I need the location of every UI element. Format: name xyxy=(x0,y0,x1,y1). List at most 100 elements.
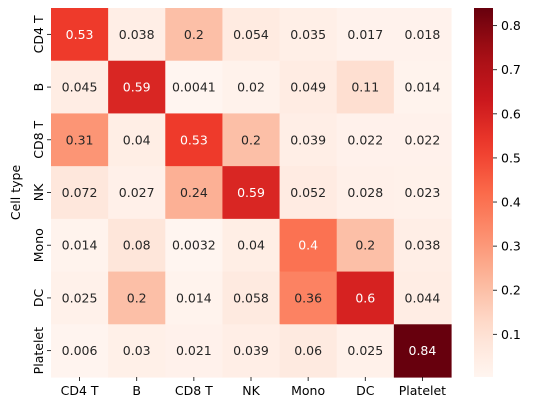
cell-value-label: 0.018 xyxy=(405,27,441,42)
heatmap-cell xyxy=(279,271,338,325)
y-tick-label: CD4 T xyxy=(31,15,46,53)
heatmap-cell xyxy=(393,218,452,273)
heatmap-cell xyxy=(393,166,452,220)
x-tick-label: CD4 T xyxy=(61,383,99,398)
heatmap-cell xyxy=(336,324,395,378)
heatmap-cell xyxy=(108,218,166,273)
heatmap-cell xyxy=(165,60,224,115)
heatmap-cell xyxy=(279,218,338,273)
heatmap-cell xyxy=(222,166,281,220)
cell-value-label: 0.03 xyxy=(123,343,151,358)
colorbar: 0.1 0.2 0.3 0.4 0.5 0.6 0.7 0.8 xyxy=(474,8,521,377)
heatmap-cell xyxy=(336,271,395,325)
cell-value-label: 0.53 xyxy=(180,132,208,147)
colorbar-tick-label: 0.5 xyxy=(501,150,521,165)
heatmap-cell xyxy=(336,8,395,62)
heatmap-cell xyxy=(222,218,281,273)
colorbar-tick-label: 0.8 xyxy=(501,18,521,33)
cell-value-label: 0.014 xyxy=(176,290,212,305)
heatmap-value-labels: 0.53 0.038 0.2 0.054 0.035 0.017 0.018 0.045 0.5… xyxy=(62,27,441,358)
heatmap-cell xyxy=(51,271,109,325)
heatmap-cell xyxy=(393,113,452,167)
x-tick-label: DC xyxy=(356,383,375,398)
heatmap-cell xyxy=(222,60,281,115)
heatmap-cell xyxy=(165,113,224,167)
cell-value-label: 0.014 xyxy=(62,238,98,253)
cell-value-label: 0.06 xyxy=(294,343,322,358)
cell-value-label: 0.072 xyxy=(62,185,98,200)
heatmap-cell xyxy=(108,271,166,325)
cell-value-label: 0.049 xyxy=(290,80,326,95)
cell-value-label: 0.044 xyxy=(405,290,441,305)
cell-value-label: 0.014 xyxy=(405,80,441,95)
cell-value-label: 0.59 xyxy=(237,185,265,200)
heatmap-cell xyxy=(222,8,281,62)
y-tick-label: Platelet xyxy=(31,327,46,374)
heatmap-cell xyxy=(336,113,395,167)
heatmap-cell xyxy=(165,271,224,325)
cell-value-label: 0.36 xyxy=(294,290,322,305)
y-axis-label: Cell type xyxy=(8,165,23,221)
cell-value-label: 0.4 xyxy=(298,238,318,253)
heatmap-cell xyxy=(51,166,109,220)
x-tick-label: B xyxy=(132,383,141,398)
heatmap-cell xyxy=(336,166,395,220)
cell-value-label: 0.017 xyxy=(347,27,383,42)
cell-value-label: 0.04 xyxy=(123,132,151,147)
colorbar-tick-label: 0.2 xyxy=(501,283,521,298)
heatmap-cell xyxy=(336,218,395,273)
cell-value-label: 0.24 xyxy=(180,185,208,200)
cell-value-label: 0.028 xyxy=(347,185,383,200)
heatmap-cell xyxy=(165,218,224,273)
heatmap-cell xyxy=(393,324,452,378)
heatmap-cell xyxy=(51,218,109,273)
cell-value-label: 0.0041 xyxy=(172,80,216,95)
cell-value-label: 0.022 xyxy=(405,132,441,147)
cell-value-label: 0.31 xyxy=(66,132,94,147)
cell-value-label: 0.006 xyxy=(62,343,98,358)
cell-value-label: 0.038 xyxy=(119,27,155,42)
cell-value-label: 0.021 xyxy=(176,343,212,358)
heatmap-cell xyxy=(165,324,224,378)
cell-value-label: 0.2 xyxy=(355,238,375,253)
cell-value-label: 0.025 xyxy=(62,290,98,305)
cell-value-label: 0.054 xyxy=(233,27,269,42)
heatmap-cell xyxy=(279,166,338,220)
cell-value-label: 0.025 xyxy=(347,343,383,358)
cell-value-label: 0.11 xyxy=(351,80,379,95)
cell-value-label: 0.052 xyxy=(290,185,326,200)
cell-value-label: 0.53 xyxy=(66,27,94,42)
colorbar-tick-label: 0.7 xyxy=(501,62,521,77)
heatmap-cell xyxy=(393,60,452,115)
cell-value-label: 0.08 xyxy=(123,238,151,253)
heatmap-cell xyxy=(279,8,338,62)
heatmap-cell xyxy=(108,113,166,167)
heatmap-cell xyxy=(108,60,166,115)
cell-value-label: 0.59 xyxy=(123,80,151,95)
y-tick-label: Mono xyxy=(31,228,46,262)
heatmap-cell xyxy=(393,8,452,62)
heatmap-cell xyxy=(51,324,109,378)
cell-value-label: 0.058 xyxy=(233,290,269,305)
heatmap-cell xyxy=(279,60,338,115)
cell-value-label: 0.035 xyxy=(290,27,326,42)
y-axis-ticks: CD4 T B CD8 T NK Mono DC Platelet xyxy=(31,15,51,374)
cell-value-label: 0.022 xyxy=(347,132,383,147)
x-tick-label: Mono xyxy=(291,383,325,398)
cell-value-label: 0.0032 xyxy=(172,238,216,253)
cell-value-label: 0.039 xyxy=(290,132,326,147)
colorbar-tick-label: 0.1 xyxy=(501,327,521,342)
heatmap-cell xyxy=(222,271,281,325)
heatmap-cell xyxy=(279,113,338,167)
cell-value-label: 0.039 xyxy=(233,343,269,358)
heatmap-cell xyxy=(222,324,281,378)
cell-value-label: 0.2 xyxy=(241,132,261,147)
heatmap-cell xyxy=(165,8,224,62)
cell-value-label: 0.84 xyxy=(409,343,437,358)
cell-value-label: 0.6 xyxy=(355,290,375,305)
cell-value-label: 0.2 xyxy=(184,27,204,42)
y-tick-label: B xyxy=(31,83,46,92)
colorbar-gradient xyxy=(474,8,493,377)
cell-value-label: 0.023 xyxy=(405,185,441,200)
